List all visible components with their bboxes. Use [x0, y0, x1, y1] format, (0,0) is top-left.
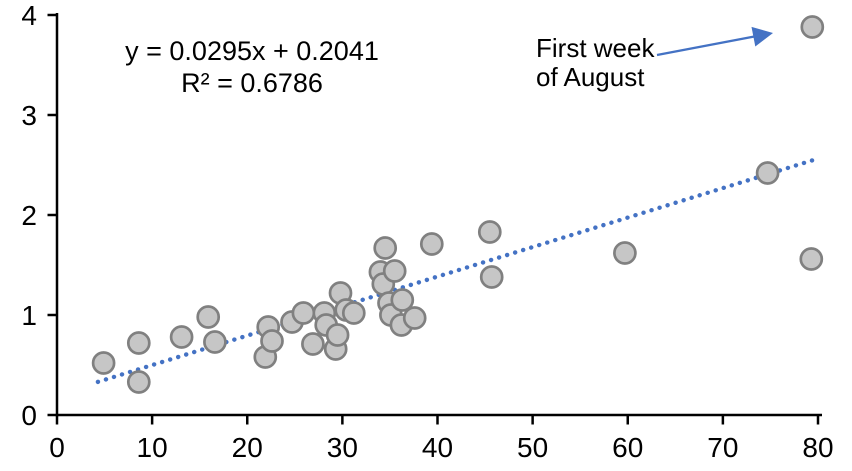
data-point: [203, 330, 227, 354]
axes: 0 10 20 30 40 50 60 70 80 0 1 2 3 4: [21, 0, 833, 463]
data-point: [479, 265, 504, 289]
data-points-group: [91, 15, 825, 394]
data-point: [301, 332, 325, 356]
data-point: [800, 15, 825, 39]
data-point: [755, 161, 780, 185]
x-axis-tick-label: 30: [327, 432, 358, 463]
data-point: [390, 288, 415, 312]
x-axis-tick-label: 10: [137, 432, 168, 463]
data-point: [373, 236, 398, 260]
x-axis-tick-label: 60: [612, 432, 643, 463]
data-point: [325, 323, 350, 347]
y-axis-tick-label: 4: [21, 0, 37, 31]
data-point: [402, 306, 427, 330]
annotation-text-line2: of August: [536, 62, 645, 92]
data-point: [419, 232, 444, 256]
y-axis-tick-label: 2: [21, 200, 37, 231]
data-point: [477, 220, 502, 244]
data-point: [126, 331, 151, 355]
data-point: [799, 247, 824, 271]
x-axis-tick-label: 50: [517, 432, 548, 463]
x-axis-tick-label: 70: [707, 432, 738, 463]
x-axis-tick-label: 80: [802, 432, 833, 463]
x-axis-tick-label: 40: [422, 432, 453, 463]
data-point: [91, 351, 116, 375]
x-axis-tick-label: 20: [232, 432, 263, 463]
data-point: [341, 301, 366, 325]
annotation-arrow-line: [656, 34, 758, 57]
annotation-arrow-head: [751, 26, 773, 47]
y-axis-tick-label: 0: [21, 400, 37, 431]
annotation-arrow: [656, 26, 773, 57]
data-point: [260, 329, 284, 353]
data-point: [126, 370, 151, 394]
data-point: [291, 301, 316, 325]
trendline-equation: y = 0.0295x + 0.2041: [125, 36, 379, 66]
data-point: [613, 241, 637, 265]
data-point: [169, 325, 194, 349]
r-squared-value: R² = 0.6786: [181, 68, 323, 98]
data-point: [382, 259, 407, 283]
x-axis-tick-label: 0: [49, 432, 65, 463]
annotation-text-line1: First week: [536, 33, 655, 63]
data-point: [196, 305, 221, 329]
y-axis-tick-label: 1: [21, 300, 37, 331]
y-axis-tick-label: 3: [21, 100, 37, 131]
